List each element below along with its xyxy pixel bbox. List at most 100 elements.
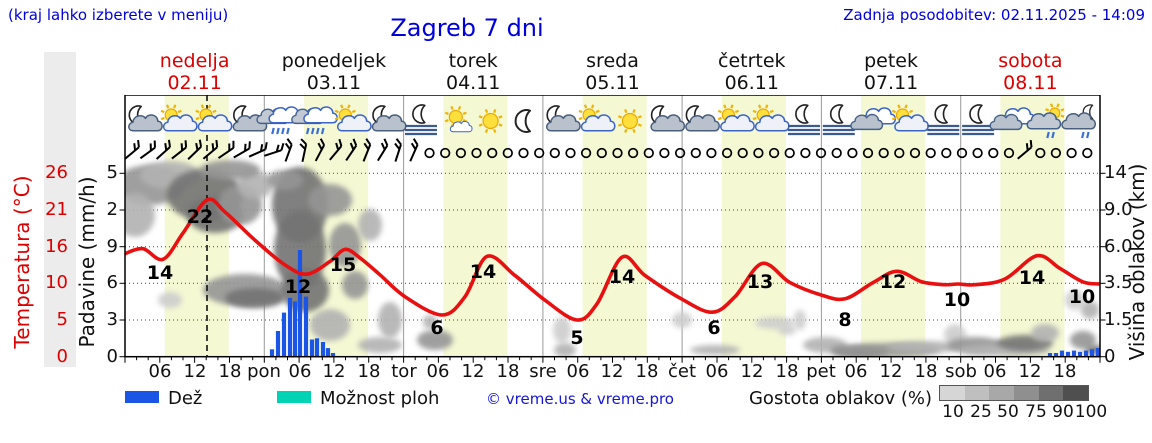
- x-tick-label: 12: [322, 361, 346, 382]
- x-tick-label: čet: [667, 361, 697, 382]
- x-tick-label: 06: [426, 361, 450, 382]
- temperature-value-label: 15: [330, 254, 356, 276]
- sun-cloud-icon: [752, 104, 790, 132]
- wind-calm-icon: [1003, 147, 1015, 159]
- x-tick-label: pon: [247, 361, 281, 382]
- cloud-rain-icon: [291, 106, 338, 135]
- axis-tick-label: 16: [45, 236, 68, 257]
- wind-calm-icon: [565, 147, 576, 159]
- wind-calm-icon: [956, 147, 968, 159]
- temperature-value-label: 6: [707, 317, 720, 339]
- daylight-band: [582, 95, 647, 357]
- axis-tick-label: 3.5: [1104, 272, 1133, 293]
- meteogram-chart: 14 22 12 15 6 14 5 14 6 13 8 12 10 14 10: [117, 94, 1108, 377]
- x-tick-label: tor: [391, 361, 417, 382]
- density-tick-label: 10: [942, 402, 964, 422]
- density-tick-label: 50: [997, 402, 1019, 422]
- wind-calm-icon: [549, 147, 560, 159]
- wind-barb-icon: [299, 138, 308, 163]
- wind-calm-icon: [674, 147, 686, 159]
- axis-tick-label: 0: [56, 346, 68, 367]
- left-axis-strip: [44, 52, 76, 367]
- temperature-value-label: 8: [838, 309, 851, 331]
- wind-barb-icon: [1017, 139, 1033, 160]
- wind-calm-icon: [1035, 147, 1046, 159]
- wind-barb-icon: [284, 138, 293, 162]
- x-tick-label: sob: [945, 361, 977, 382]
- moon-cloud-icon: [650, 105, 686, 132]
- wind-barb-icon: [329, 138, 343, 161]
- wind-calm-icon: [690, 147, 701, 159]
- wind-calm-icon: [627, 147, 639, 159]
- x-tick-label: 12: [183, 361, 207, 382]
- showers-legend-label: Možnost ploh: [320, 388, 440, 409]
- wind-calm-icon: [1066, 147, 1077, 159]
- wind-calm-icon: [737, 147, 748, 159]
- x-tick-label: 18: [775, 361, 799, 382]
- daylight-band: [1000, 95, 1065, 357]
- sun-rain-icon: [1026, 103, 1065, 139]
- axis-tick-label: 26: [45, 162, 68, 183]
- x-tick-label: 06: [705, 361, 729, 382]
- wind-calm-icon: [612, 147, 623, 159]
- credit-link[interactable]: © vreme.us & vreme.pro: [486, 390, 674, 408]
- wind-calm-icon: [800, 147, 811, 159]
- axis-tick-label: 9: [106, 236, 118, 257]
- wind-barb-icon: [202, 139, 219, 160]
- wind-calm-icon: [440, 147, 451, 159]
- sun-cloud-icon: [195, 104, 233, 132]
- sun-icon: [617, 109, 642, 133]
- wind-barb-icon: [171, 140, 188, 160]
- daylight-band: [721, 95, 786, 357]
- x-tick-label: 12: [1018, 361, 1042, 382]
- temperature-value-label: 22: [187, 206, 213, 228]
- x-tick-label: 12: [461, 361, 485, 382]
- wind-calm-icon: [455, 147, 467, 159]
- wind-barb-icon: [217, 140, 235, 159]
- cloudheight-axis-label: Višina oblakov (km): [1125, 163, 1149, 361]
- wind-calm-icon: [988, 147, 999, 159]
- day-date: 07.11: [863, 72, 919, 94]
- axis-tick-label: 0: [106, 346, 118, 367]
- temperature-value-label: 6: [430, 317, 443, 339]
- axis-tick-label: 3: [106, 309, 118, 330]
- wind-barb-icon: [155, 139, 171, 160]
- wind-calm-icon: [878, 147, 889, 159]
- wind-barb-icon: [345, 138, 358, 162]
- sun-cloud-icon: [717, 104, 755, 132]
- wind-calm-icon: [502, 147, 513, 159]
- wind-calm-icon: [815, 147, 827, 159]
- wind-calm-icon: [925, 147, 936, 159]
- x-tick-label: 12: [740, 361, 764, 382]
- x-tick-label: 18: [635, 361, 659, 382]
- axis-tick-label: 10: [45, 272, 68, 293]
- daylight-band: [443, 95, 508, 357]
- wind-calm-icon: [1050, 147, 1062, 159]
- wind-calm-icon: [894, 147, 905, 159]
- day-name: ponedeljek: [281, 50, 387, 72]
- wind-calm-icon: [487, 147, 498, 159]
- temperature-value-label: 10: [1069, 286, 1095, 308]
- wind-barb-icon: [409, 138, 419, 162]
- wind-calm-icon: [424, 147, 435, 159]
- day-name: nedelja: [159, 50, 230, 72]
- moon-cloud-icon: [128, 105, 163, 132]
- temperature-value-label: 10: [944, 289, 970, 311]
- axis-tick-label: 5: [106, 162, 118, 183]
- day-name: torek: [448, 50, 498, 72]
- wind-barb-icon: [139, 140, 156, 160]
- axis-tick-label: 0: [1104, 346, 1116, 367]
- wind-calm-icon: [518, 147, 529, 159]
- x-tick-label: 06: [566, 361, 590, 382]
- clouds-icon: [989, 107, 1036, 131]
- wind-calm-icon: [580, 147, 592, 159]
- sun-icon: [478, 109, 503, 133]
- wind-calm-icon: [596, 147, 607, 159]
- density-tick-label: 90: [1052, 402, 1074, 422]
- wind-calm-icon: [471, 147, 482, 159]
- moon-cloud-icon: [371, 105, 407, 132]
- x-tick-label: 18: [1053, 361, 1077, 382]
- sun-small-cloud-icon: [444, 105, 473, 133]
- wind-calm-icon: [659, 147, 670, 159]
